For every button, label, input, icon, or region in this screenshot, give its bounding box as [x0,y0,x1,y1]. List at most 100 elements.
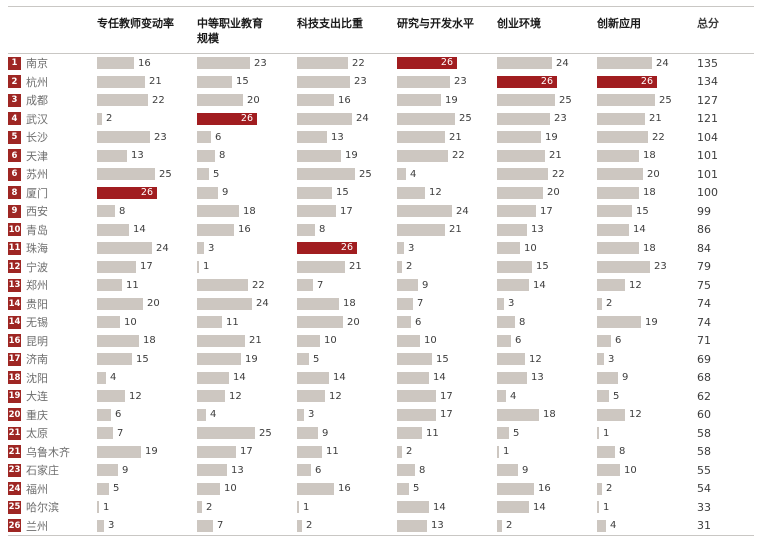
score-bar [497,334,511,347]
score-bar [397,75,450,88]
score-bar [297,223,315,236]
total-score: 84 [697,241,711,255]
metric-cell: 8 [97,205,197,218]
metric-cell: 18 [497,408,597,421]
score-bar [497,131,541,144]
score-value: 7 [317,279,324,291]
score-value: 21 [649,113,662,125]
score-bar [497,186,543,199]
metric-cell: 3 [597,353,697,366]
metric-cell: 23 [297,75,397,88]
score-value: 2 [606,483,613,495]
score-value: 16 [338,483,351,495]
rank-cell: 26 [8,519,26,533]
metric-cell: 20 [97,297,197,310]
score-value: 18 [543,409,556,421]
score-bar [497,297,504,310]
total-score: 68 [697,371,711,385]
score-value: 14 [433,372,446,384]
metric-cell: 21 [397,131,497,144]
rank-cell: 14 [8,315,26,329]
score-bar [497,223,527,236]
metric-cell: 11 [97,279,197,292]
score-value: 19 [545,131,558,143]
score-value: 2 [506,520,513,532]
score-value: 12 [229,390,242,402]
column-header-teacher-change: 专任教师变动率 [97,17,174,30]
metric-cell: 10 [597,464,697,477]
score-bar [297,501,299,514]
score-bar [97,260,136,273]
score-bar [297,94,334,107]
metric-cell: 25 [97,168,197,181]
metric-cell: 20 [297,316,397,329]
rank-cell: 2 [8,75,26,89]
table-row: 21 乌鲁木齐 19 17 11 2 1 8 58 [8,443,754,462]
city-name: 苏州 [26,168,48,182]
metric-cell: 1 [297,501,397,514]
score-bar [497,390,506,403]
rank-badge: 8 [8,186,21,200]
score-bar [597,149,639,162]
column-header-rd-level: 研究与开发水平 [397,17,474,30]
metric-cell: 14 [397,371,497,384]
score-value: 15 [336,187,349,199]
score-bar [497,371,527,384]
total-score: 60 [697,408,711,422]
score-value: 8 [219,150,226,162]
score-value: 6 [415,316,422,328]
score-bar [97,427,113,440]
metric-cell: 13 [297,131,397,144]
score-value: 19 [645,316,658,328]
score-value: 8 [119,205,126,217]
city-name: 郑州 [26,279,48,293]
score-bar [197,205,239,218]
score-bar [97,57,134,70]
score-bar [297,519,302,532]
score-value: 23 [154,131,167,143]
rank-cell: 6 [8,167,26,181]
city-name: 南京 [26,57,48,71]
metric-cell: 6 [397,316,497,329]
score-value: 6 [115,409,122,421]
score-value: 12 [329,390,342,402]
score-value: 7 [117,427,124,439]
metric-cell: 9 [497,464,597,477]
rank-cell: 25 [8,500,26,514]
score-bar [297,482,334,495]
metric-cell: 26 [597,75,697,88]
metric-cell: 24 [397,205,497,218]
score-bar [597,186,639,199]
total-score: 104 [697,130,718,144]
total-score: 100 [697,186,718,200]
score-bar [297,353,309,366]
score-bar [597,519,606,532]
score-value: 21 [249,335,262,347]
score-bar [97,223,129,236]
metric-cell: 11 [197,316,297,329]
score-value: 11 [126,279,139,291]
score-bar [497,408,539,421]
metric-cell: 26 [497,75,597,88]
metric-cell: 21 [297,260,397,273]
metric-cell: 9 [297,427,397,440]
metric-cell: 23 [497,112,597,125]
score-value: 8 [519,316,526,328]
score-bar [597,445,615,458]
table-row: 14 无锡 10 11 20 6 8 19 74 [8,313,754,332]
total-score: 86 [697,223,711,237]
score-bar [597,57,652,70]
score-value: 3 [508,298,515,310]
metric-cell: 7 [397,297,497,310]
metric-cell: 22 [397,149,497,162]
metric-cell: 21 [597,112,697,125]
rank-badge: 3 [8,93,21,107]
score-bar [297,149,341,162]
score-bar [197,260,199,273]
score-value: 7 [217,520,224,532]
score-bar [497,353,525,366]
score-value: 19 [445,94,458,106]
metric-cell: 21 [197,334,297,347]
score-bar [197,353,241,366]
score-value: 22 [152,94,165,106]
